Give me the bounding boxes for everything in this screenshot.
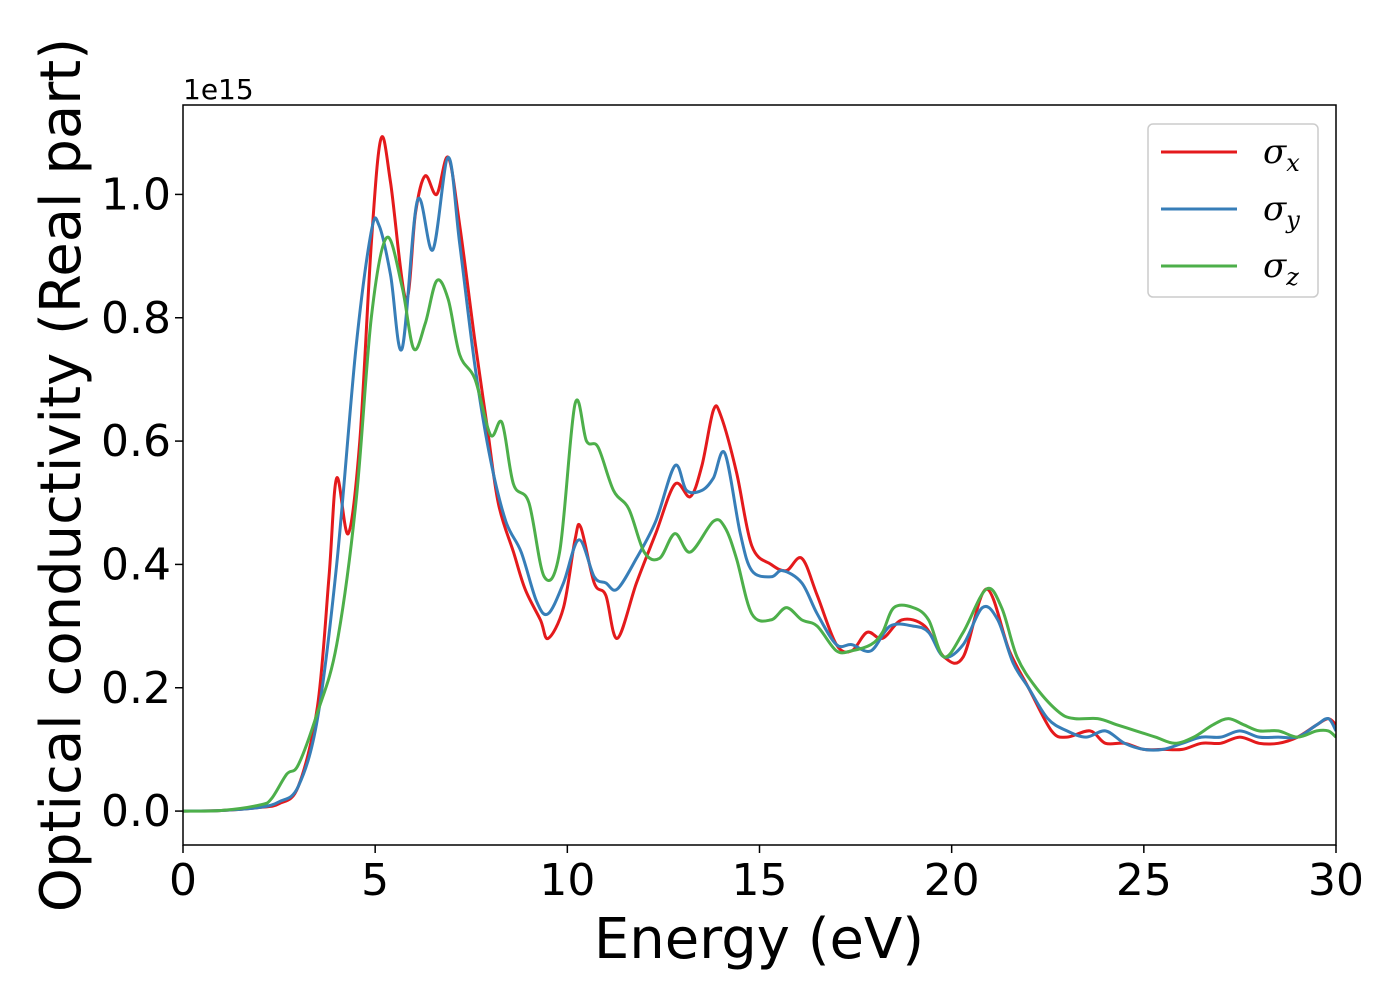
x-tick-label: 10 xyxy=(539,855,595,906)
x-tick-label: 30 xyxy=(1308,855,1364,906)
x-axis-ticks: 0 5 10 15 20 25 30 xyxy=(169,845,1364,906)
x-tick-label: 20 xyxy=(924,855,980,906)
y-tick-label: 0.4 xyxy=(101,539,171,590)
x-tick-label: 0 xyxy=(169,855,197,906)
x-axis-title: Energy (eV) xyxy=(594,907,924,972)
y-tick-label: 1.0 xyxy=(101,169,171,220)
y-tick-label: 0.6 xyxy=(101,416,171,467)
plot-lines xyxy=(183,135,1336,813)
x-tick-label: 5 xyxy=(361,855,389,906)
x-tick-label: 15 xyxy=(732,855,788,906)
x-tick-label: 25 xyxy=(1116,855,1172,906)
y-tick-label: 0.2 xyxy=(101,663,171,714)
y-tick-label: 0.8 xyxy=(101,293,171,344)
series-line-z xyxy=(183,235,1336,813)
y-axis-title: Optical conductivity (Real part) xyxy=(29,38,94,912)
y-tick-label: 0.0 xyxy=(101,786,171,837)
y-offset-text: 1e15 xyxy=(183,73,254,106)
series-line-y xyxy=(183,155,1336,813)
series-line-x xyxy=(183,135,1336,813)
y-axis-ticks: 0.0 0.2 0.4 0.6 0.8 1.0 xyxy=(101,169,183,837)
